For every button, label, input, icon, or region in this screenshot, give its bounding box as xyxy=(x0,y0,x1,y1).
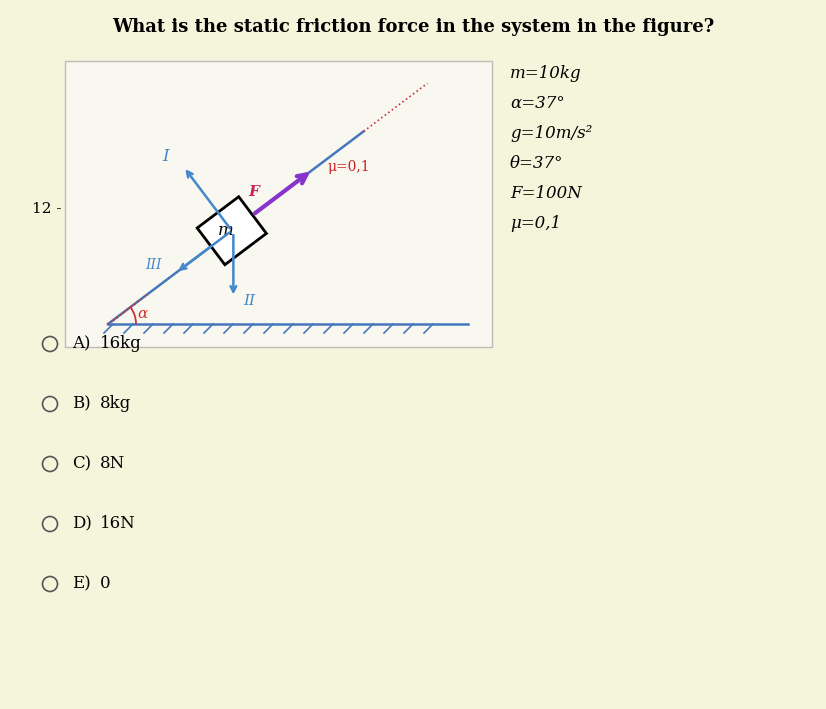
Text: 8N: 8N xyxy=(100,455,126,472)
Text: 12 -: 12 - xyxy=(32,202,61,216)
Text: What is the static friction force in the system in the figure?: What is the static friction force in the… xyxy=(112,18,714,36)
Text: III: III xyxy=(145,258,162,272)
Text: g=10m/s²: g=10m/s² xyxy=(510,125,592,143)
Text: F=100N: F=100N xyxy=(510,186,582,203)
Text: 0: 0 xyxy=(100,576,111,593)
Text: μ=0,1: μ=0,1 xyxy=(327,160,370,174)
Text: μ=0,1: μ=0,1 xyxy=(510,216,561,233)
Text: F: F xyxy=(249,184,259,199)
Text: 16N: 16N xyxy=(100,515,135,532)
Text: B): B) xyxy=(72,396,91,413)
Text: α=37°: α=37° xyxy=(510,96,565,113)
Text: E): E) xyxy=(72,576,91,593)
Text: D): D) xyxy=(72,515,92,532)
Text: α: α xyxy=(137,307,147,321)
Bar xyxy=(197,196,267,264)
Text: θ=37°: θ=37° xyxy=(510,155,563,172)
Text: A): A) xyxy=(72,335,91,352)
Text: 8kg: 8kg xyxy=(100,396,131,413)
Text: C): C) xyxy=(72,455,91,472)
Bar xyxy=(65,61,492,347)
Text: m: m xyxy=(218,222,234,239)
Text: 16kg: 16kg xyxy=(100,335,142,352)
Text: II: II xyxy=(244,294,255,308)
Text: I: I xyxy=(163,148,169,165)
Text: m=10kg: m=10kg xyxy=(510,65,582,82)
